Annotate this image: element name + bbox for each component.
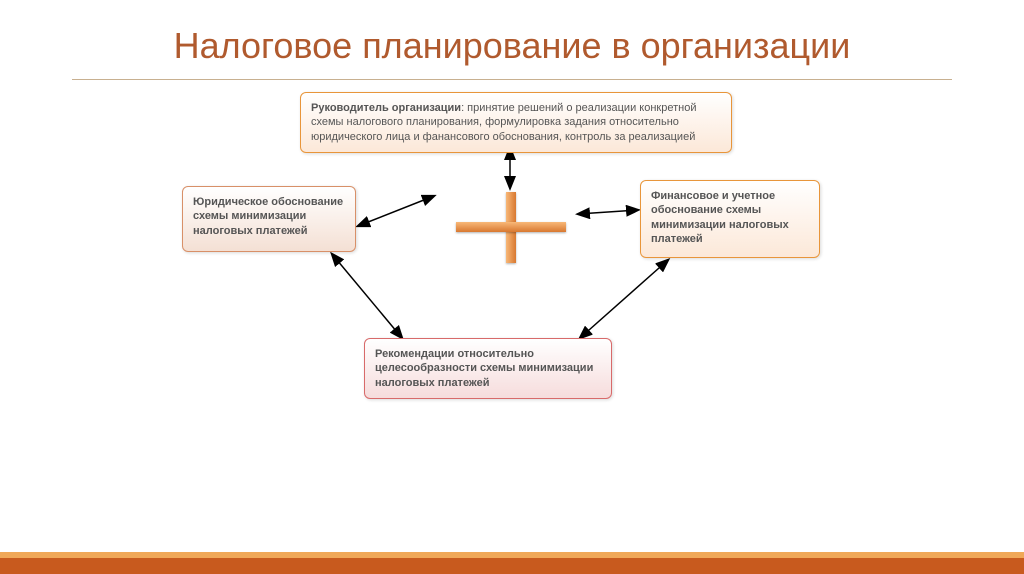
node-left: Юридическое обоснование схемы минимизаци… <box>182 186 356 252</box>
node-right-bold: Финансовое и учетное обоснование схемы м… <box>651 190 789 245</box>
node-top: Руководитель организации: принятие решен… <box>300 92 732 153</box>
diagram-container: Руководитель организации: принятие решен… <box>0 80 1024 460</box>
node-bottom-bold: Рекомендации относительно целесообразнос… <box>375 348 593 389</box>
node-right: Финансовое и учетное обоснование схемы м… <box>640 180 820 258</box>
node-bottom: Рекомендации относительно целесообразнос… <box>364 338 612 399</box>
footer-bar <box>0 552 1024 574</box>
cross-horizontal <box>456 222 566 232</box>
node-top-bold: Руководитель организации <box>311 102 461 114</box>
footer-bottom-stripe <box>0 558 1024 574</box>
page-title: Налоговое планирование в организации <box>0 0 1024 67</box>
node-left-bold: Юридическое обоснование схемы минимизаци… <box>193 196 343 237</box>
